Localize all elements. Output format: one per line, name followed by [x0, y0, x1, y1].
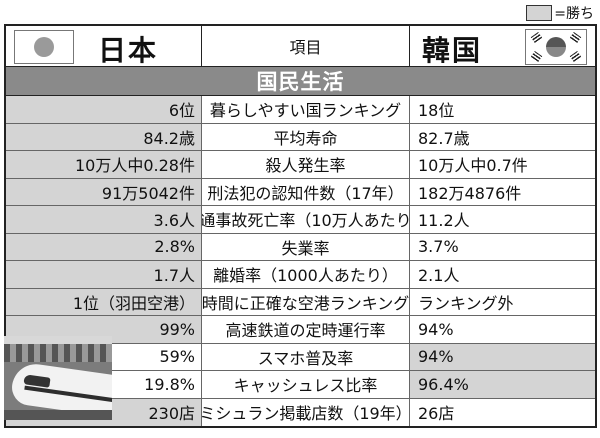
table-row: 91万5042件 刑法犯の認知件数（17年） 182万4876件	[6, 178, 595, 206]
header-item-label: 項目	[289, 38, 322, 57]
japan-value: 84.2歳	[6, 123, 202, 150]
item-label: 時間に正確な空港ランキング	[202, 288, 410, 315]
header-korea-label: 韓国	[422, 34, 483, 67]
item-label: 交通事故死亡率（10万人あたり）	[202, 206, 410, 233]
legend: =勝ち	[526, 3, 594, 23]
table-row: 84.2歳 平均寿命 82.7歳	[6, 123, 595, 151]
japan-value: 10万人中0.28件	[6, 151, 202, 178]
item-label: 失業率	[202, 233, 410, 260]
header-japan: 日本	[6, 26, 202, 67]
table-row: 10万人中0.28件 殺人発生率 10万人中0.7件	[6, 151, 595, 179]
item-label: 刑法犯の認知件数（17年）	[202, 178, 410, 205]
japan-value: 3.6人	[6, 206, 202, 233]
item-label: 暮らしやすい国ランキング	[202, 96, 410, 123]
japan-value: 2.8%	[6, 233, 202, 260]
japan-value: 1位（羽田空港）	[6, 288, 202, 315]
korea-flag-icon	[525, 29, 587, 65]
table-row: 1.7人 離婚率（1000人あたり） 2.1人	[6, 261, 595, 289]
legend-label: =勝ち	[554, 6, 594, 22]
item-label: 平均寿命	[202, 123, 410, 150]
japan-flag-icon	[14, 30, 74, 64]
table-header: 日本 項目 韓国	[6, 26, 595, 67]
japan-value: 1.7人	[6, 261, 202, 288]
item-label: キャッシュレス比率	[202, 371, 410, 398]
item-label: ミシュラン掲載店数（19年）	[202, 398, 410, 426]
table-row: 3.6人交通事故死亡率（10万人あたり） 11.2人	[6, 206, 595, 234]
korea-value: 2.1人	[418, 266, 460, 286]
shinkansen-photo	[4, 336, 112, 420]
japan-value: 91万5042件	[6, 178, 202, 205]
korea-value: 11.2人	[418, 211, 470, 231]
korea-value: 94%	[410, 343, 595, 370]
section-title: 国民生活	[6, 67, 595, 96]
korea-value: 18位	[418, 101, 455, 121]
table-row: 1位（羽田空港） 時間に正確な空港ランキング ランキング外	[6, 288, 595, 316]
legend-win-swatch	[526, 5, 553, 21]
japan-value: 6位	[6, 96, 202, 123]
korea-value: 3.7%	[418, 237, 459, 257]
korea-value: 96.4%	[410, 371, 595, 398]
item-label: 離婚率（1000人あたり）	[202, 261, 410, 288]
item-label: 殺人発生率	[202, 151, 410, 178]
item-label: 高速鉄道の定時運行率	[202, 316, 410, 343]
korea-value: 82.7歳	[418, 128, 470, 148]
item-label: スマホ普及率	[202, 343, 410, 370]
header-korea: 韓国	[410, 26, 595, 67]
korea-value: 94%	[418, 319, 454, 339]
korea-value: 26店	[418, 404, 455, 424]
table-row: 2.8% 失業率 3.7%	[6, 233, 595, 261]
korea-value: 182万4876件	[418, 183, 522, 203]
header-japan-label: 日本	[98, 34, 159, 67]
table-row: 6位 暮らしやすい国ランキング 18位	[6, 96, 595, 124]
korea-value: 10万人中0.7件	[418, 156, 528, 176]
header-item: 項目	[202, 26, 410, 66]
korea-value: ランキング外	[418, 293, 514, 313]
